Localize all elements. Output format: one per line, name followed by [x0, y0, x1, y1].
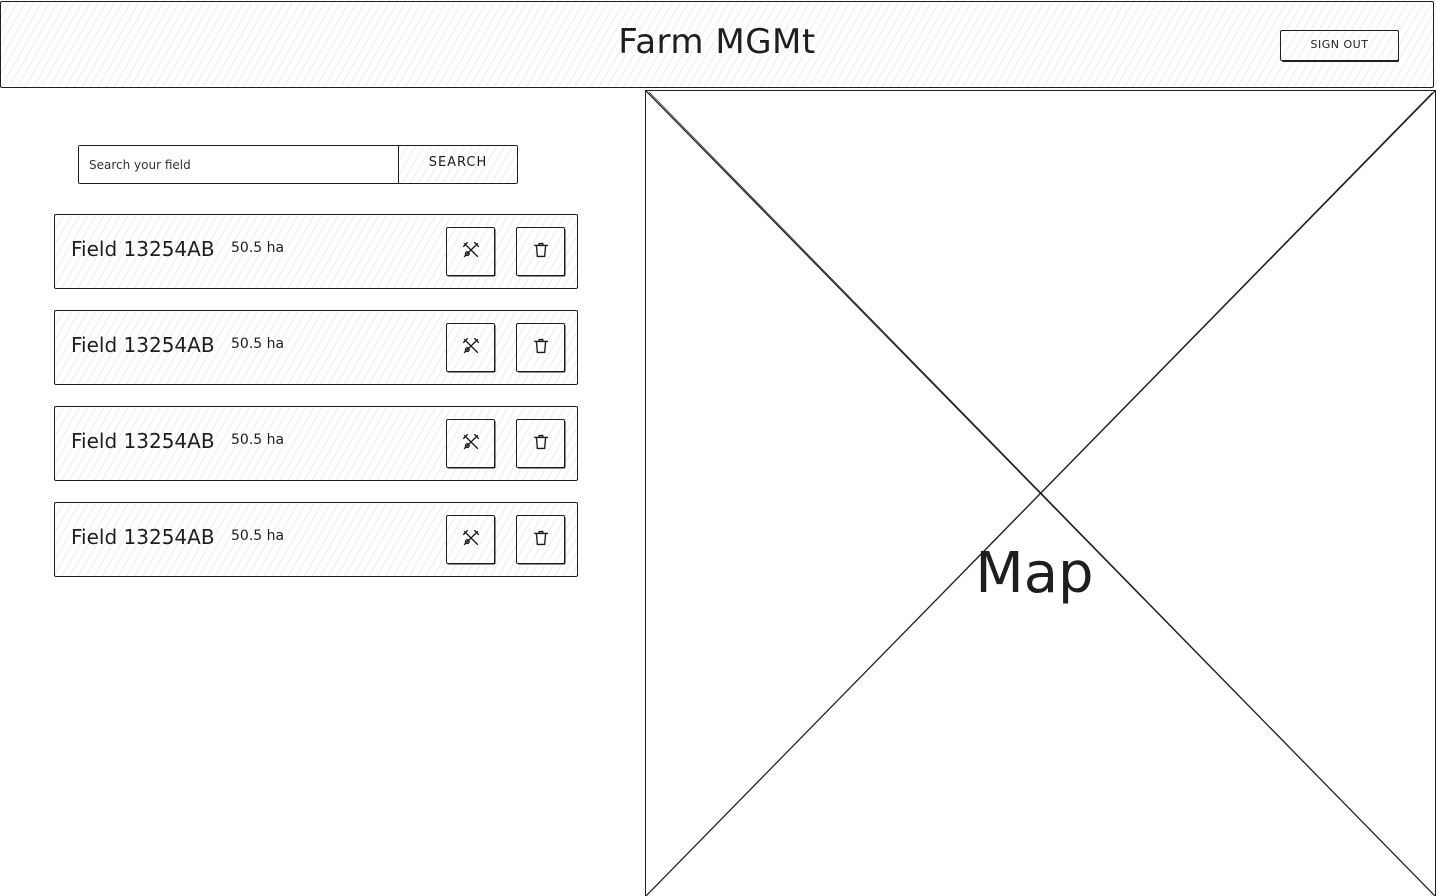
field-area: 50.5 ha [231, 528, 285, 544]
app-title: Farm MGMt [618, 22, 816, 62]
search-input[interactable] [79, 146, 399, 183]
field-area: 50.5 ha [231, 336, 285, 352]
edit-tools-icon [460, 239, 482, 265]
field-card[interactable]: Field 13254AB 50.5 ha [54, 214, 578, 289]
edit-tools-icon [460, 335, 482, 361]
field-card[interactable]: Field 13254AB 50.5 ha [54, 310, 578, 385]
delete-field-button[interactable] [516, 515, 565, 564]
trash-icon [530, 239, 552, 265]
delete-field-button[interactable] [516, 323, 565, 372]
edit-field-button[interactable] [446, 323, 495, 372]
field-name: Field 13254AB [71, 525, 215, 549]
search-button[interactable]: SEARCH [399, 146, 517, 183]
field-name: Field 13254AB [71, 429, 215, 453]
trash-icon [530, 527, 552, 553]
field-list: Field 13254AB 50.5 ha Field 13254AB 50.5… [54, 214, 578, 598]
trash-icon [530, 431, 552, 457]
field-area: 50.5 ha [231, 240, 285, 256]
edit-field-button[interactable] [446, 419, 495, 468]
field-name: Field 13254AB [71, 237, 215, 261]
edit-field-button[interactable] [446, 227, 495, 276]
trash-icon [530, 335, 552, 361]
field-card[interactable]: Field 13254AB 50.5 ha [54, 406, 578, 481]
edit-tools-icon [460, 431, 482, 457]
field-name: Field 13254AB [71, 333, 215, 357]
app-header: Farm MGMt SIGN OUT [0, 1, 1434, 88]
placeholder-cross [646, 91, 1435, 896]
field-area: 50.5 ha [231, 432, 285, 448]
search-bar: SEARCH [78, 145, 518, 184]
edit-field-button[interactable] [446, 515, 495, 564]
map-placeholder[interactable]: Map [645, 90, 1436, 896]
map-label: Map [975, 541, 1094, 606]
field-card[interactable]: Field 13254AB 50.5 ha [54, 502, 578, 577]
edit-tools-icon [460, 527, 482, 553]
sign-out-button[interactable]: SIGN OUT [1280, 30, 1399, 61]
delete-field-button[interactable] [516, 419, 565, 468]
delete-field-button[interactable] [516, 227, 565, 276]
